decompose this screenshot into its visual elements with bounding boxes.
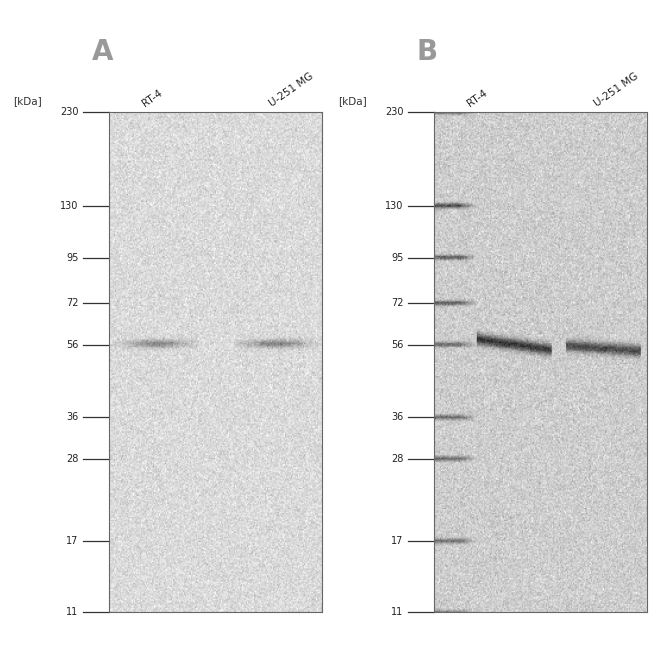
Text: 95: 95 xyxy=(66,253,79,263)
Text: U-251 MG: U-251 MG xyxy=(593,72,641,109)
Text: 56: 56 xyxy=(391,339,404,350)
Text: 95: 95 xyxy=(391,253,404,263)
Text: 72: 72 xyxy=(66,298,79,308)
Text: 17: 17 xyxy=(66,536,79,546)
Text: 36: 36 xyxy=(66,412,79,423)
Text: 28: 28 xyxy=(66,454,79,463)
Text: 11: 11 xyxy=(66,607,79,618)
Text: 56: 56 xyxy=(66,339,79,350)
Text: 230: 230 xyxy=(385,107,404,117)
Text: 72: 72 xyxy=(391,298,404,308)
Text: [kDa]: [kDa] xyxy=(338,96,367,106)
Text: 230: 230 xyxy=(60,107,79,117)
Text: 130: 130 xyxy=(385,201,404,211)
Text: 11: 11 xyxy=(391,607,404,618)
Text: [kDa]: [kDa] xyxy=(13,96,42,106)
Text: 130: 130 xyxy=(60,201,79,211)
Text: 36: 36 xyxy=(391,412,404,423)
Text: 28: 28 xyxy=(391,454,404,463)
Text: RT-4: RT-4 xyxy=(465,88,489,109)
Text: A: A xyxy=(92,38,113,66)
Text: U-251 MG: U-251 MG xyxy=(268,72,316,109)
Text: 17: 17 xyxy=(391,536,404,546)
Text: RT-4: RT-4 xyxy=(140,88,164,109)
Text: B: B xyxy=(417,38,437,66)
